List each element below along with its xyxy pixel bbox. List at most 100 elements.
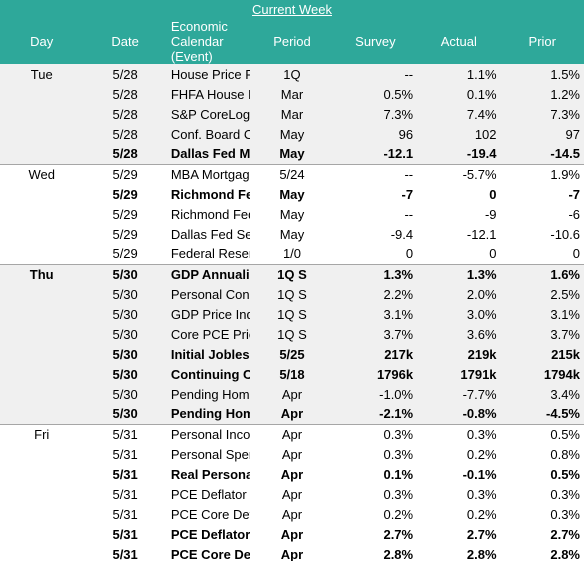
- day-cell: [0, 484, 83, 504]
- period-cell: Apr: [250, 384, 334, 404]
- prior-cell: -7: [568, 186, 580, 202]
- actual-cell: 1.1%: [417, 64, 501, 84]
- event-cell: PCE Deflator YoY: [170, 526, 251, 542]
- survey-cell: 7.3%: [333, 104, 418, 124]
- actual-cell: -0.8%: [417, 404, 501, 424]
- event-cell: GDP Annualized QoQ: [166, 263, 251, 284]
- day-cell: [0, 244, 83, 264]
- event-cell: House Price Purchase Index QoQ: [166, 64, 251, 84]
- period-cell: Mar: [250, 84, 334, 104]
- table-row: 5/29 Federal Reserve Releases Beige 1/0 0 0 0: [0, 244, 584, 264]
- event-cell: GDP Price Index: [166, 304, 251, 324]
- prior-cell: 0: [572, 246, 580, 262]
- prior-cell: 0.3%: [550, 486, 580, 502]
- period-cell: Apr: [280, 526, 304, 542]
- prior-cell: 7.3%: [500, 104, 584, 124]
- day-cell: [0, 184, 83, 204]
- date-cell: 5/29: [83, 163, 167, 184]
- day-cell: [0, 364, 84, 384]
- period-cell: 1/0: [282, 246, 302, 262]
- date-cell: 5/29: [112, 246, 138, 262]
- actual-cell: 219k: [417, 344, 501, 364]
- prior-cell: 1794k: [500, 364, 584, 384]
- date-cell: 5/30: [83, 284, 167, 304]
- day-cell: [0, 324, 84, 344]
- date-cell: 5/30: [83, 304, 167, 324]
- prior-cell: 2.7%: [550, 526, 580, 542]
- event-cell: S&P CoreLogic CS 20-City YoY NSA: [166, 104, 251, 124]
- actual-cell: 0.3%: [417, 423, 501, 444]
- prior-cell: 3.7%: [500, 324, 584, 344]
- period-cell: Apr: [250, 423, 334, 444]
- day-cell: Fri: [0, 423, 84, 444]
- survey-cell: 1796k: [333, 364, 418, 384]
- survey-cell: --: [333, 64, 418, 84]
- survey-cell: 3.7%: [333, 324, 418, 344]
- actual-cell: -12.1: [466, 226, 497, 242]
- table-row: 5/31 PCE Core Deflator YoY Apr 2.8% 2.8% 2.8%: [0, 544, 584, 561]
- day-cell: [0, 204, 83, 224]
- date-cell: 5/28: [83, 144, 167, 164]
- event-cell: Dallas Fed Services Activity: [170, 226, 251, 242]
- survey-cell: --: [333, 163, 418, 184]
- date-cell: 5/31: [112, 526, 138, 542]
- date-cell: 5/31: [112, 446, 138, 462]
- day-cell: [0, 464, 83, 484]
- event-cell: Personal Spending: [170, 446, 250, 462]
- prior-cell: -4.5%: [500, 404, 584, 424]
- date-cell: 5/30: [83, 384, 167, 404]
- table-row: 5/31 Real Personal Spending Apr 0.1% -0.1% 0.…: [0, 464, 584, 484]
- survey-cell: -1.0%: [333, 384, 418, 404]
- column-header-row: Day Date Economic Calendar (Event) Perio…: [0, 19, 584, 64]
- day-cell: [0, 524, 83, 544]
- actual-cell: 1.3%: [417, 263, 501, 284]
- event-cell: FHFA House Price Index MoM: [166, 84, 251, 104]
- column-header-period: Period: [250, 19, 334, 64]
- date-cell: 5/30: [83, 404, 167, 424]
- actual-cell: 2.7%: [466, 526, 497, 542]
- table-row: 5/29 Richmond Fed Business May -- -9 -6: [0, 204, 584, 224]
- period-cell: 1Q S: [250, 324, 334, 344]
- period-cell: Mar: [250, 104, 334, 124]
- period-cell: 1Q S: [250, 284, 334, 304]
- day-cell: [0, 84, 84, 104]
- day-cell: [0, 304, 84, 324]
- event-cell: Real Personal Spending: [170, 466, 251, 482]
- day-cell: [0, 384, 84, 404]
- survey-cell: --: [404, 206, 414, 222]
- prior-cell: 1.6%: [500, 263, 584, 284]
- prior-cell: -10.6: [550, 226, 580, 242]
- period-cell: 1Q S: [250, 304, 334, 324]
- day-cell: Thu: [0, 263, 84, 284]
- period-cell: 1Q: [250, 64, 334, 84]
- event-cell: MBA Mortgage Applications: [166, 163, 251, 184]
- survey-cell: -9.4: [390, 226, 414, 242]
- event-cell: Dallas Fed Manf. Activity: [166, 144, 251, 164]
- survey-cell: 0.3%: [383, 486, 414, 502]
- period-cell: May: [279, 186, 305, 202]
- actual-cell: -5.7%: [417, 163, 501, 184]
- date-cell: 5/30: [83, 263, 167, 284]
- date-cell: 5/29: [112, 186, 138, 202]
- event-cell: Richmond Fed Manufact. Index: [170, 186, 251, 202]
- period-cell: 5/25: [250, 344, 334, 364]
- table-row: 5/28S&P CoreLogic CS 20-City YoY NSAMar7…: [0, 104, 584, 124]
- event-cell: Initial Jobless Claims: [166, 344, 251, 364]
- prior-cell: 0.5%: [500, 423, 584, 444]
- column-header-day: Day: [0, 19, 84, 64]
- day-cell: [0, 284, 84, 304]
- day-cell: [0, 544, 83, 561]
- survey-cell: 3.1%: [333, 304, 418, 324]
- period-cell: May: [279, 226, 305, 242]
- actual-cell: 0.3%: [466, 486, 497, 502]
- prior-cell: 2.5%: [500, 284, 584, 304]
- column-header-survey: Survey: [333, 19, 418, 64]
- day-cell: [0, 404, 84, 424]
- actual-cell: 1791k: [417, 364, 501, 384]
